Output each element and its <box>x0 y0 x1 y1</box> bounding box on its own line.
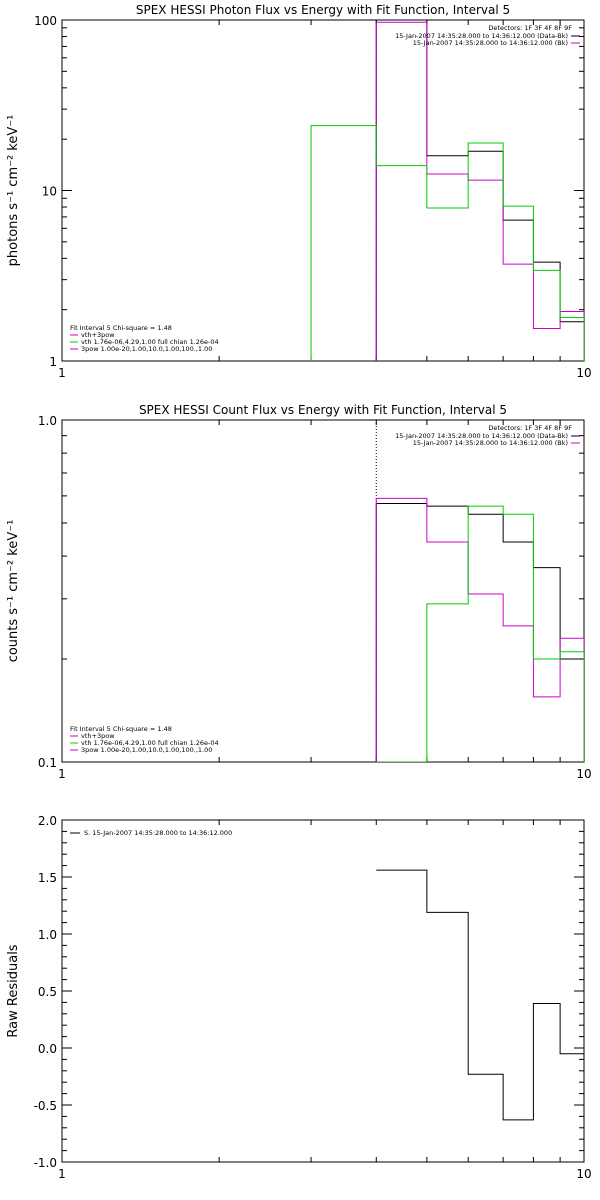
y-tick-label: 1.0 <box>38 928 57 942</box>
y-tick-label: 100 <box>34 14 57 28</box>
fit-legend-entry: vth+3pow <box>81 331 115 339</box>
chart-title: SPEX HESSI Count Flux vs Energy with Fit… <box>139 403 507 417</box>
x-tick-label: 1 <box>58 366 66 380</box>
fit-legend-title: Fit Interval 5 Chi-square = 1.48 <box>70 324 172 332</box>
fit-legend-title: Fit Interval 5 Chi-square = 1.48 <box>70 725 172 733</box>
x-tick-label: 1 <box>58 1167 66 1181</box>
detectors-label: Detectors: 1F 3F 4F 8F 9F <box>488 424 572 432</box>
legend-entry: S. 15-Jan-2007 14:35:28.000 to 14:36:12.… <box>84 829 232 837</box>
series-3-step-line <box>376 505 584 762</box>
series-2-step-line <box>375 497 584 762</box>
y-axis-label: counts s⁻¹ cm⁻² keV⁻¹ <box>6 520 21 663</box>
y-tick-label: -0.5 <box>34 1099 57 1113</box>
y-tick-label: 0.5 <box>38 985 57 999</box>
y-tick-label: 1.0 <box>38 414 57 428</box>
plot-frame <box>61 419 585 763</box>
series-3-step-line <box>310 125 584 361</box>
y-tick-label: 0.0 <box>38 1042 57 1056</box>
panel-3: Raw Residuals 1 10 -1.0 -0.5 0.0 0.5 1.0 1.5 2.0 S… <box>6 814 592 1181</box>
y-tick-label: 2.0 <box>38 814 57 828</box>
y-tick-label: 10 <box>42 185 57 199</box>
fit-legend-entry: 3pow 1.00e-20,1.00,10.0,1.00,100.,1.00 <box>81 345 212 353</box>
plot-frame <box>61 19 585 362</box>
y-tick-label: 0.1 <box>38 756 57 770</box>
y-tick-label: 1 <box>49 355 57 369</box>
x-tick-label: 10 <box>576 1167 591 1181</box>
fit-legend-entry: 3pow 1.00e-20,1.00,10.0,1.00,100.,1.00 <box>81 746 212 754</box>
fit-legend-entry: vth+3pow <box>81 732 115 740</box>
detectors-label: Detectors: 1F 3F 4F 8F 9F <box>488 24 572 32</box>
y-axis-label: Raw Residuals <box>6 944 21 1037</box>
fit-legend-entry: vth 1.76e-06,4.29,1.00 full chian 1.26e-… <box>81 739 219 747</box>
legend-entry: 15-Jan-2007 14:35:28.000 to 14:36:12.000… <box>395 432 568 440</box>
legend-entry: 15-Jan-2007 14:35:28.000 to 14:36:12.000… <box>413 39 568 47</box>
y-tick-label: 1.5 <box>38 871 57 885</box>
legend-entry: 15-Jan-2007 14:35:28.000 to 14:36:12.000… <box>413 439 568 447</box>
panel-2: SPEX HESSI Count Flux vs Energy with Fit… <box>6 403 592 781</box>
series-2-step-line <box>375 21 584 361</box>
series-1-step-line <box>375 20 584 361</box>
chart-title: SPEX HESSI Photon Flux vs Energy with Fi… <box>136 3 510 17</box>
fit-legend-entry: vth 1.76e-06,4.29,1.00 full chian 1.26e-… <box>81 338 219 346</box>
series-1-step-line <box>376 869 584 1121</box>
series-1-step-line <box>375 502 584 762</box>
panel-1: SPEX HESSI Photon Flux vs Energy with Fi… <box>6 3 592 380</box>
x-tick-label: 10 <box>576 366 591 380</box>
x-tick-label: 10 <box>576 767 591 781</box>
x-tick-label: 1 <box>58 767 66 781</box>
y-tick-label: -1.0 <box>34 1156 57 1170</box>
y-axis-label: photons s⁻¹ cm⁻² keV⁻¹ <box>6 115 21 267</box>
legend-entry: 15-Jan-2007 14:35:28.000 to 14:36:12.000… <box>395 32 568 40</box>
plot-frame <box>61 819 585 1163</box>
